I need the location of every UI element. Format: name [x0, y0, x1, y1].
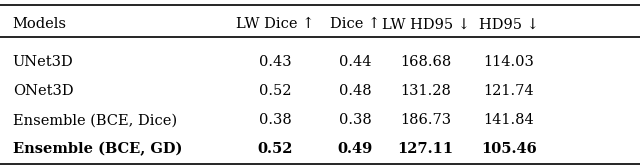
Text: Dice ↑: Dice ↑	[330, 17, 380, 31]
Text: 186.73: 186.73	[400, 113, 451, 127]
Text: LW HD95 ↓: LW HD95 ↓	[381, 17, 470, 31]
Text: Ensemble (BCE, Dice): Ensemble (BCE, Dice)	[13, 113, 177, 127]
Text: 141.84: 141.84	[483, 113, 534, 127]
Text: 0.38: 0.38	[259, 113, 292, 127]
Text: 0.48: 0.48	[339, 84, 371, 98]
Text: 105.46: 105.46	[481, 142, 537, 156]
Text: HD95 ↓: HD95 ↓	[479, 17, 539, 31]
Text: 0.52: 0.52	[259, 84, 291, 98]
Text: Models: Models	[13, 17, 67, 31]
Text: 121.74: 121.74	[483, 84, 534, 98]
Text: 0.43: 0.43	[259, 55, 291, 69]
Text: Ensemble (BCE, GD): Ensemble (BCE, GD)	[13, 142, 182, 157]
Text: 131.28: 131.28	[400, 84, 451, 98]
Text: LW Dice ↑: LW Dice ↑	[236, 17, 314, 31]
Text: 0.49: 0.49	[337, 142, 373, 156]
Text: 114.03: 114.03	[483, 55, 534, 69]
Text: 127.11: 127.11	[397, 142, 454, 156]
Text: ONet3D: ONet3D	[13, 84, 74, 98]
Text: 0.52: 0.52	[257, 142, 293, 156]
Text: 0.38: 0.38	[339, 113, 372, 127]
Text: 0.44: 0.44	[339, 55, 371, 69]
Text: UNet3D: UNet3D	[13, 55, 74, 69]
Text: 168.68: 168.68	[400, 55, 451, 69]
